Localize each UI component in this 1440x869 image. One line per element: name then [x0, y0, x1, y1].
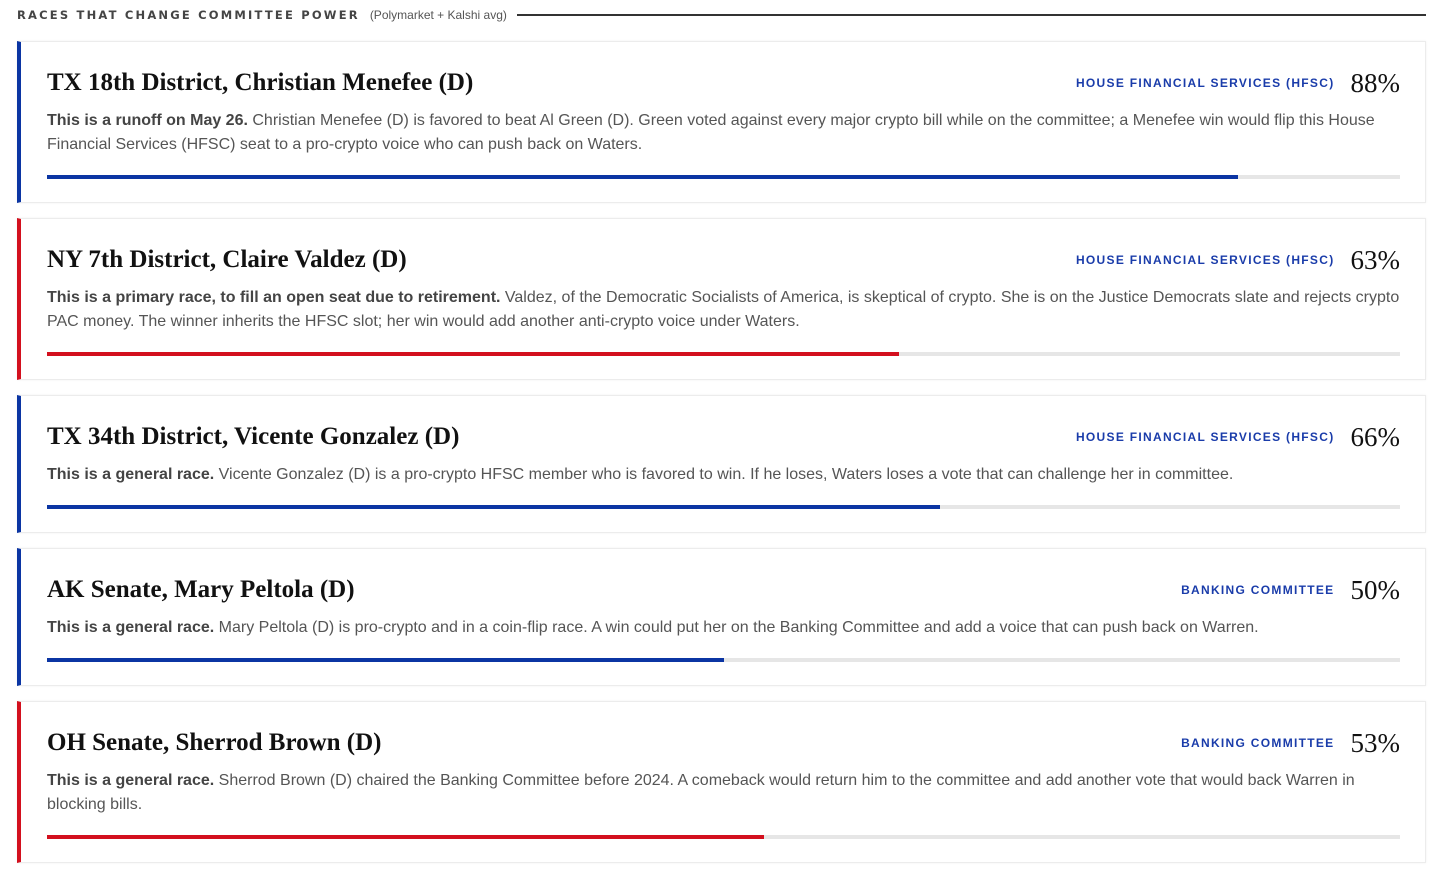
race-name: NY 7th District, Claire Valdez (D): [47, 246, 407, 273]
probability-bar-fill: [47, 352, 900, 356]
race-name: AK Senate, Mary Peltola (D): [47, 576, 355, 603]
win-probability: 88%: [1350, 67, 1401, 98]
probability-bar: [47, 175, 1400, 179]
win-probability: 63%: [1350, 244, 1401, 275]
race-header: AK Senate, Mary Peltola (D) BANKING COMM…: [47, 575, 1400, 605]
race-description: This is a general race. Mary Peltola (D)…: [47, 616, 1400, 640]
race-card: OH Senate, Sherrod Brown (D) BANKING COM…: [17, 701, 1426, 863]
race-lead: This is a primary race, to fill an open …: [47, 289, 501, 306]
race-text: Christian Menefee (D) is favored to beat…: [47, 112, 1375, 153]
race-description: This is a primary race, to fill an open …: [47, 286, 1400, 334]
race-lead: This is a runoff on May 26.: [47, 112, 248, 129]
probability-bar-fill: [47, 175, 1238, 179]
probability-bar: [47, 835, 1400, 839]
section-header: RACES THAT CHANGE COMMITTEE POWER (Polym…: [17, 6, 1426, 24]
probability-bar-fill: [47, 658, 724, 662]
race-text: Mary Peltola (D) is pro-crypto and in a …: [214, 619, 1259, 636]
section-title: RACES THAT CHANGE COMMITTEE POWER: [17, 8, 360, 22]
race-description: This is a general race. Sherrod Brown (D…: [47, 769, 1400, 817]
probability-bar-fill: [47, 505, 940, 509]
race-text: Valdez, of the Democratic Socialists of …: [47, 289, 1400, 330]
win-probability: 50%: [1350, 574, 1401, 605]
race-description: This is a runoff on May 26. Christian Me…: [47, 109, 1400, 157]
committee-label: HOUSE FINANCIAL SERVICES (HFSC): [1075, 253, 1335, 267]
committee-label: HOUSE FINANCIAL SERVICES (HFSC): [1075, 76, 1335, 90]
race-header: OH Senate, Sherrod Brown (D) BANKING COM…: [47, 728, 1400, 758]
section-subtitle: (Polymarket + Kalshi avg): [369, 8, 507, 22]
race-header: TX 34th District, Vicente Gonzalez (D) H…: [47, 422, 1400, 452]
race-card: AK Senate, Mary Peltola (D) BANKING COMM…: [17, 548, 1426, 686]
race-name: TX 34th District, Vicente Gonzalez (D): [47, 423, 460, 450]
race-header: TX 18th District, Christian Menefee (D) …: [47, 68, 1400, 98]
win-probability: 53%: [1350, 727, 1401, 758]
race-name: OH Senate, Sherrod Brown (D): [47, 729, 382, 756]
race-card: TX 18th District, Christian Menefee (D) …: [17, 41, 1426, 203]
probability-bar: [47, 658, 1400, 662]
committee-label: BANKING COMMITTEE: [1181, 583, 1335, 597]
committee-label: HOUSE FINANCIAL SERVICES (HFSC): [1075, 430, 1335, 444]
probability-bar-fill: [47, 835, 765, 839]
win-probability: 66%: [1350, 421, 1401, 452]
race-lead: This is a general race.: [47, 619, 215, 636]
race-text: Vicente Gonzalez (D) is a pro-crypto HFS…: [214, 466, 1234, 483]
committee-label: BANKING COMMITTEE: [1181, 736, 1335, 750]
race-card: NY 7th District, Claire Valdez (D) HOUSE…: [17, 218, 1426, 380]
probability-bar: [47, 505, 1400, 509]
race-description: This is a general race. Vicente Gonzalez…: [47, 463, 1400, 487]
race-name: TX 18th District, Christian Menefee (D): [47, 69, 474, 96]
race-card: TX 34th District, Vicente Gonzalez (D) H…: [17, 395, 1426, 533]
race-text: Sherrod Brown (D) chaired the Banking Co…: [47, 772, 1355, 813]
race-header: NY 7th District, Claire Valdez (D) HOUSE…: [47, 245, 1400, 275]
race-lead: This is a general race.: [47, 772, 215, 789]
race-lead: This is a general race.: [47, 466, 215, 483]
header-divider: [516, 14, 1426, 16]
race-list: TX 18th District, Christian Menefee (D) …: [17, 41, 1426, 863]
probability-bar: [47, 352, 1400, 356]
